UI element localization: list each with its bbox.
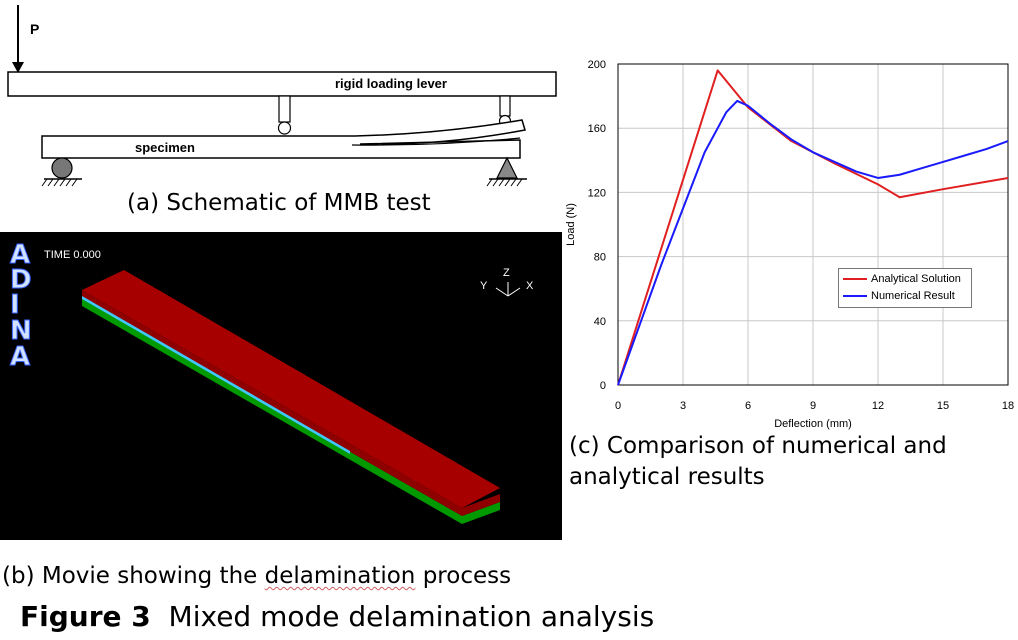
- chart-caption-line-1: (c) Comparison of numerical and: [569, 433, 947, 459]
- chart-y-tick-label: 120: [588, 187, 606, 199]
- left-loading-post: [278, 95, 291, 123]
- left-support-roller: [51, 157, 73, 179]
- chart-caption-line-2: analytical results: [569, 464, 765, 490]
- chart-series: [617, 69, 1009, 386]
- left-loading-roller: [277, 121, 292, 135]
- axis-x-label: X: [526, 280, 534, 292]
- specimen-body: [41, 119, 526, 159]
- chart-y-tick-label: 200: [588, 59, 606, 71]
- adina-logo-letter-d: D: [10, 265, 33, 295]
- legend-item-numerical: Numerical Result: [843, 290, 955, 302]
- beam-top-layer-top: [82, 270, 500, 508]
- adina-logo-letter-i: I: [10, 290, 21, 320]
- chart-series-line-numerical: [617, 99, 1009, 386]
- movie-caption-prefix: (b) Movie showing the: [2, 563, 265, 589]
- movie-caption-word: delamination: [264, 563, 416, 589]
- chart-y-tick-label: 40: [594, 316, 606, 328]
- delamination-interface: [82, 296, 350, 454]
- specimen-crack: [351, 137, 521, 146]
- legend-label-numerical: Numerical Result: [871, 290, 955, 302]
- chart-x-tick-label: 6: [745, 400, 751, 412]
- load-arrowhead: [12, 62, 24, 73]
- adina-logo-letter-n: N: [10, 316, 33, 346]
- mmb-schematic: P rigid loading lever specimen: [7, 5, 557, 187]
- chart-tick-labels: 0 3 6 9 12 15 18 0 40 80 120 160 200: [588, 59, 1014, 412]
- chart-x-tick-label: 3: [680, 400, 686, 412]
- load-label: P: [30, 21, 39, 37]
- right-loading-post: [499, 95, 511, 117]
- movie-caption: (b) Movie showing the delamination proce…: [2, 563, 511, 589]
- chart-y-tick-label: 160: [588, 123, 606, 135]
- chart-x-tick-label: 12: [872, 400, 884, 412]
- figure-title: Figure 3 Mixed mode delamination analysi…: [20, 600, 654, 633]
- right-support-pin: [496, 156, 518, 179]
- load-deflection-chart: 0 3 6 9 12 15 18 0 40 80 120 160 200 Deflection (mm)…: [565, 59, 1014, 430]
- chart-legend: Analytical Solution Numerical Result: [838, 268, 972, 308]
- lever-label: rigid loading lever: [335, 76, 447, 91]
- chart-x-tick-label: 18: [1002, 400, 1014, 412]
- chart-plot-area: [617, 63, 1009, 386]
- chart-x-tick-label: 0: [615, 400, 621, 412]
- chart-series-line-analytical: [617, 69, 1009, 386]
- chart-y-axis-label: Load (N): [565, 203, 577, 246]
- time-label: TIME 0.000: [44, 249, 101, 261]
- chart-x-tick-label: 9: [810, 400, 816, 412]
- axis-triad-icon: [495, 282, 521, 297]
- chart-x-axis-label: Deflection (mm): [774, 418, 852, 430]
- legend-label-analytical: Analytical Solution: [871, 273, 961, 285]
- adina-logo-letter-a2: A: [9, 342, 31, 372]
- legend-swatch-analytical: [843, 278, 867, 280]
- specimen-label: specimen: [135, 140, 195, 155]
- axis-z-label: Z: [503, 267, 510, 279]
- legend-item-analytical: Analytical Solution: [843, 273, 961, 285]
- legend-swatch-numerical: [843, 295, 867, 297]
- chart-y-tick-label: 80: [594, 252, 606, 264]
- axis-y-label: Y: [480, 280, 488, 292]
- adina-logo-letter-a: A: [9, 240, 31, 270]
- figure-number: Figure 3: [20, 600, 151, 633]
- left-support-hatch: [41, 178, 78, 187]
- right-support-hatch: [486, 178, 523, 187]
- schematic-caption: (a) Schematic of MMB test: [127, 190, 431, 216]
- movie-caption-suffix: process: [415, 563, 512, 589]
- chart-x-tick-label: 15: [937, 400, 949, 412]
- rigid-loading-lever: [7, 71, 557, 97]
- figure-title-text: Mixed mode delamination analysis: [168, 600, 655, 633]
- delamination-movie-panel[interactable]: A D I N A TIME 0.000 Z Y X: [0, 232, 562, 540]
- beam-3d-model: Z Y X: [82, 267, 534, 524]
- chart-y-tick-label: 0: [600, 380, 606, 392]
